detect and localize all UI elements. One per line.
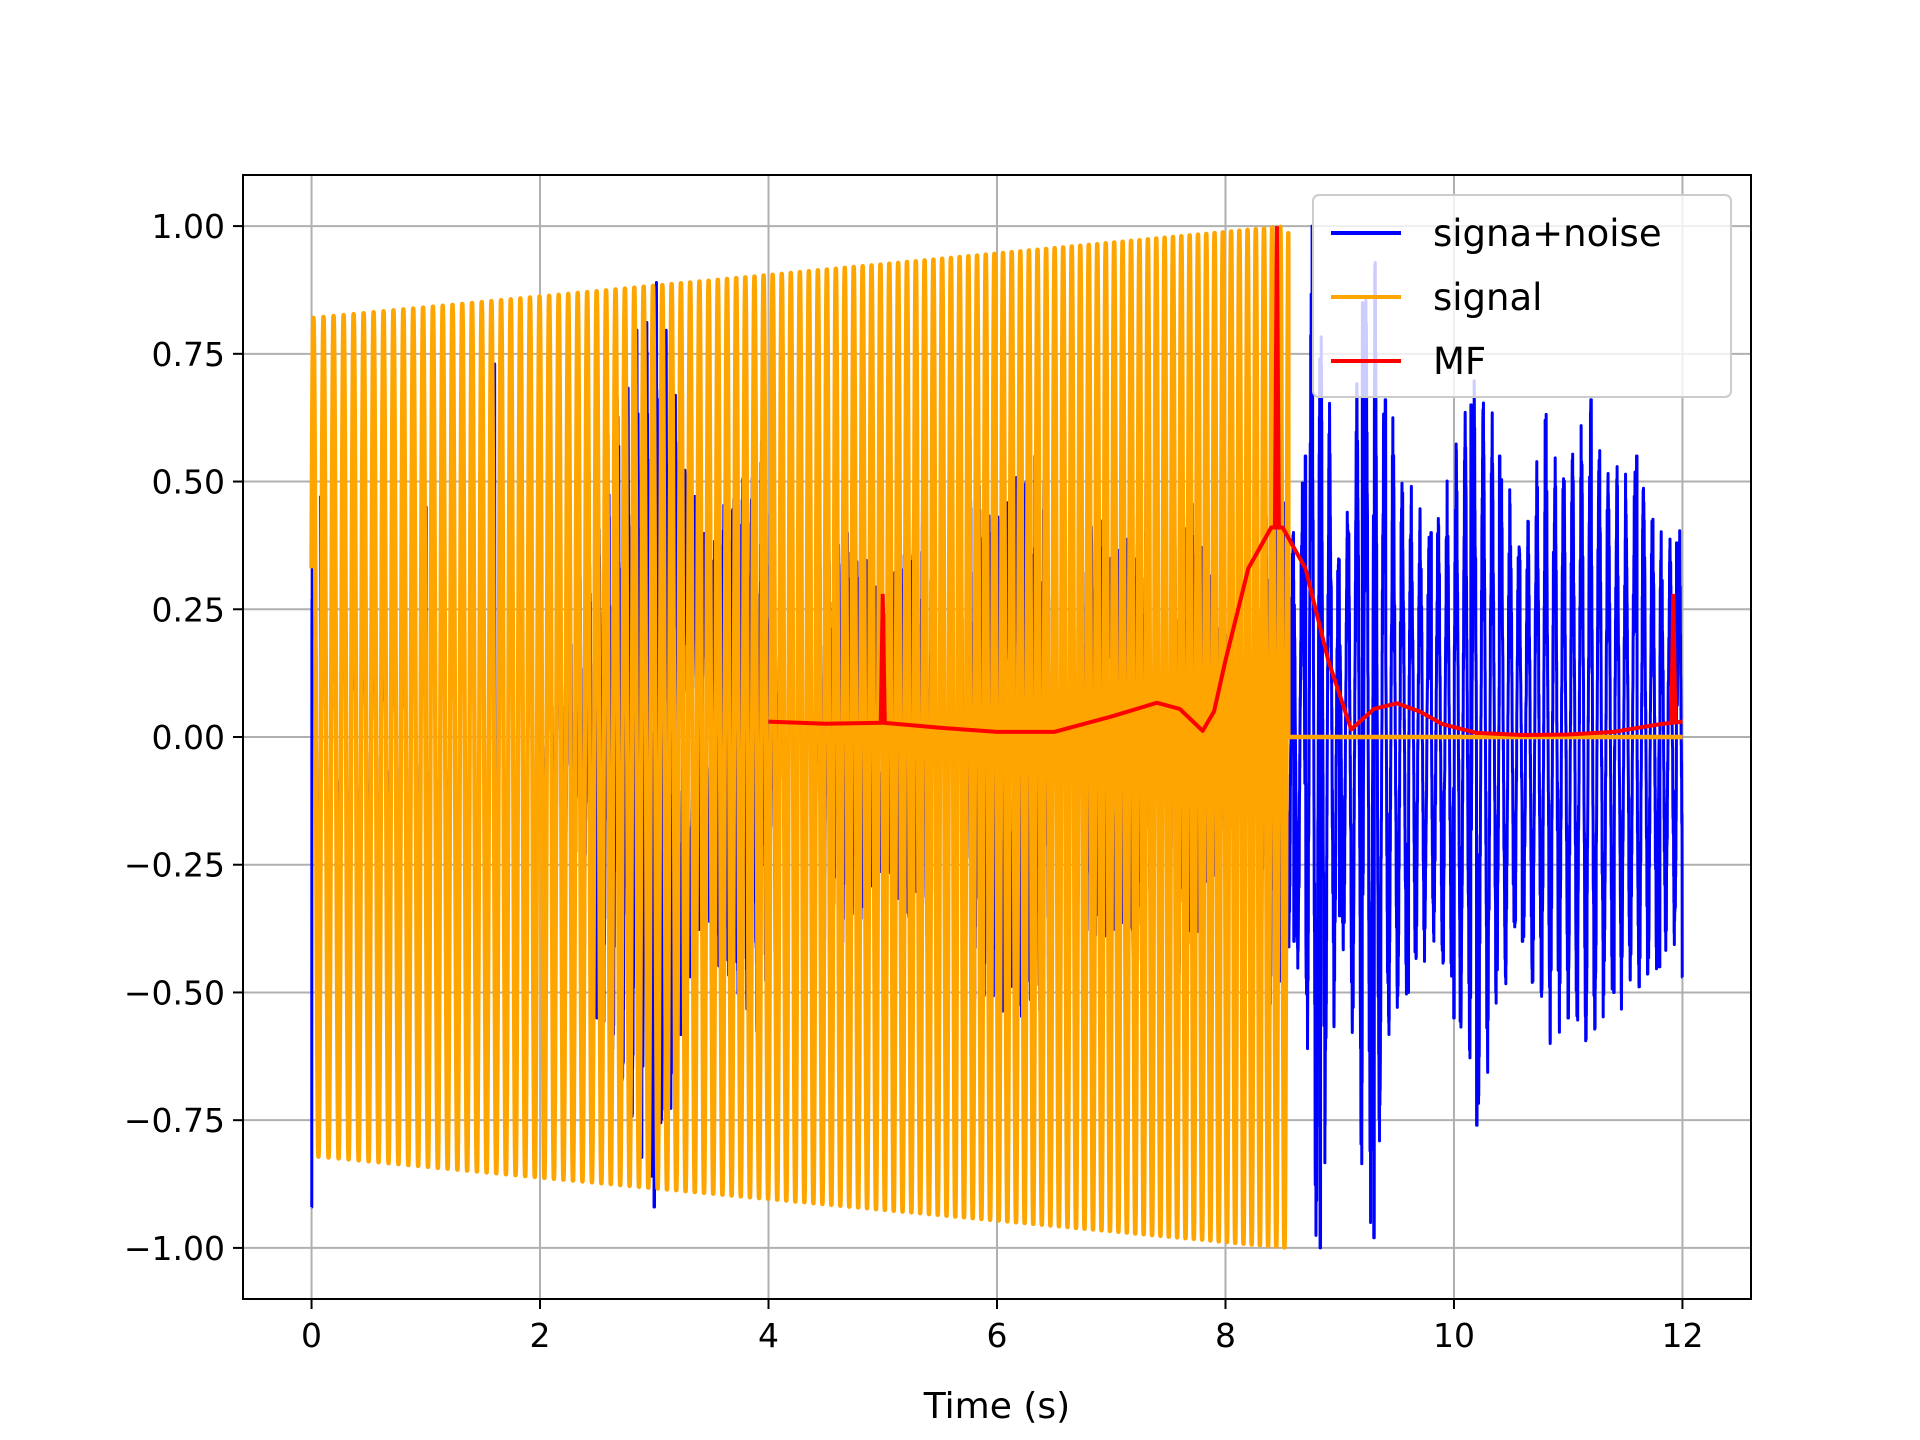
legend-box: [1312, 194, 1732, 398]
y-tick-label: −0.75: [124, 1101, 225, 1140]
x-axis-label: Time (s): [923, 1386, 1070, 1427]
y-tick-label: 0.50: [152, 463, 225, 502]
legend-label: MF: [1433, 340, 1486, 383]
mf-spike: [1669, 593, 1678, 722]
x-tick-label: 12: [1661, 1316, 1703, 1355]
y-tick-label: −0.25: [124, 846, 225, 885]
y-tick-label: 0.75: [152, 335, 225, 374]
ticks: 0 2 4 6 8 10 12 1.00 0.75 0.50 0.25 0.00 −0.25 −0.50 −…: [124, 207, 1704, 1355]
mf-spike: [1272, 226, 1281, 528]
series-layer: [309, 224, 1684, 1250]
y-tick-label: 0.00: [152, 718, 225, 757]
x-tick-label: 2: [530, 1316, 551, 1355]
x-tick-label: 0: [301, 1316, 322, 1355]
x-tick-label: 6: [987, 1316, 1008, 1355]
legend-label: signal: [1433, 276, 1542, 319]
x-tick-label: 8: [1215, 1316, 1236, 1355]
y-tick-label: −0.50: [124, 973, 225, 1012]
legend-label: signa+noise: [1433, 212, 1662, 255]
y-tick-label: −1.00: [124, 1229, 225, 1268]
series-signal-line: [309, 224, 1683, 1250]
x-tick-label: 10: [1433, 1316, 1475, 1355]
x-tick-label: 4: [758, 1316, 779, 1355]
legend: signa+noise signal MF: [1312, 194, 1732, 398]
mf-spike: [878, 593, 887, 723]
y-tick-label: 1.00: [152, 207, 225, 246]
y-tick-label: 0.25: [152, 590, 225, 629]
